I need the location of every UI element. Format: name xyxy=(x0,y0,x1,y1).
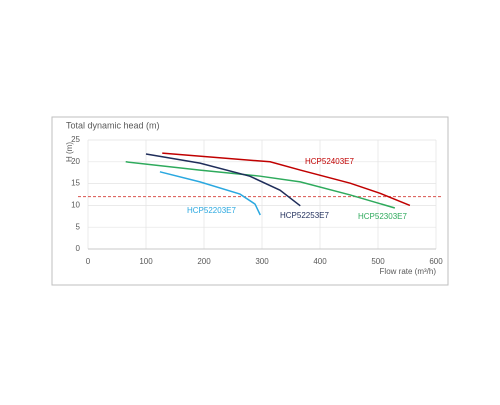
series-line xyxy=(162,152,411,207)
x-tick-label: 600 xyxy=(429,257,443,266)
y-axis-label: H (m) xyxy=(65,142,74,162)
y-tick-label: 10 xyxy=(71,201,80,210)
chart-title: Total dynamic head (m) xyxy=(66,120,160,130)
series-label: HCP52253E7 xyxy=(280,211,329,220)
x-axis-label: Flow rate (m³/h) xyxy=(380,267,437,276)
series-line xyxy=(159,171,261,216)
x-tick-label: 400 xyxy=(313,257,327,266)
x-tick-label: 200 xyxy=(197,257,211,266)
series-line xyxy=(125,161,396,209)
series-label: HCP52303E7 xyxy=(358,212,407,221)
x-tick-label: 300 xyxy=(255,257,269,266)
x-tick-label: 500 xyxy=(371,257,385,266)
series-line xyxy=(145,153,301,207)
y-tick-label: 20 xyxy=(71,157,80,166)
y-tick-label: 0 xyxy=(76,244,81,253)
x-tick-label: 0 xyxy=(86,257,91,266)
x-tick-label: 100 xyxy=(139,257,153,266)
y-tick-label: 25 xyxy=(71,135,80,144)
series-label: HCP52403E7 xyxy=(305,157,354,166)
y-tick-label: 15 xyxy=(71,179,80,188)
series-label: HCP52203E7 xyxy=(187,206,236,215)
y-tick-label: 5 xyxy=(76,222,81,231)
